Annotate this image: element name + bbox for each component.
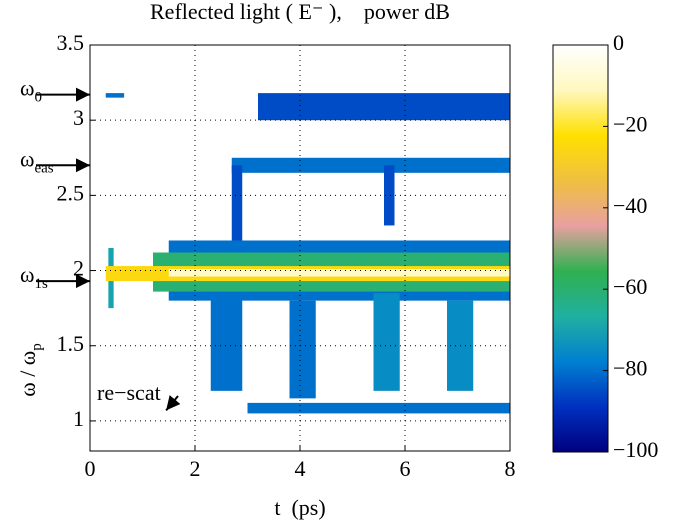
colorbar-tick-label: −40 — [613, 193, 647, 218]
colorbar-tick-label: −80 — [613, 356, 647, 381]
y-tick-label: 1 — [73, 406, 84, 431]
annotation-sub: 1s — [34, 277, 48, 293]
heat-cell — [210, 293, 243, 391]
x-tick-label: 6 — [400, 456, 411, 481]
annotation: ωeas — [20, 146, 54, 176]
x-tick-label: 8 — [505, 456, 516, 481]
colorbar-tick-label: −20 — [613, 111, 647, 136]
annotation-sub: eas — [34, 161, 53, 177]
heat-cell — [105, 93, 125, 98]
heat-cell — [258, 93, 510, 121]
x-tick-label: 0 — [85, 456, 96, 481]
y-tick-label: 2.5 — [57, 180, 85, 205]
colorbar-tick-label: 0 — [613, 30, 624, 55]
plot-frame — [89, 44, 511, 452]
heat-cell — [373, 293, 400, 391]
colorbar-tick-label: −100 — [613, 437, 658, 462]
x-axis-label: t (ps) — [274, 495, 325, 520]
heat-cell — [247, 402, 510, 414]
annotation-symbol: ω — [20, 262, 34, 287]
y-label-main: ω / ω — [15, 351, 40, 397]
x-tick-label: 4 — [295, 456, 306, 481]
colorbar-tick-label: −60 — [613, 274, 647, 299]
heat-cell — [384, 165, 395, 226]
heat-cell — [168, 269, 510, 277]
y-tick-label: 2 — [73, 256, 84, 281]
x-tick-label: 2 — [190, 456, 201, 481]
heat-cell — [289, 300, 316, 399]
y-tick-label: 1.5 — [57, 331, 85, 356]
heat-cell — [231, 157, 510, 173]
chart-title: Reflected light ( E⁻ ), power dB — [150, 0, 450, 24]
y-tick-label: 3 — [73, 105, 84, 130]
annotation: ω1s — [20, 262, 48, 292]
heat-cell — [231, 165, 243, 241]
colorbar — [552, 44, 609, 453]
annotation-sub: 0 — [34, 90, 42, 106]
y-tick-label: 3.5 — [57, 30, 85, 55]
y-label-sub: p — [29, 343, 45, 351]
y-axis-label: ω / ωp — [15, 343, 45, 397]
annotation-symbol: ω — [20, 146, 34, 171]
annotation-symbol: ω — [20, 76, 34, 101]
callout-arrow — [165, 395, 181, 412]
annotation: ω0 — [20, 76, 42, 106]
callout-label: re−scat — [97, 380, 161, 405]
